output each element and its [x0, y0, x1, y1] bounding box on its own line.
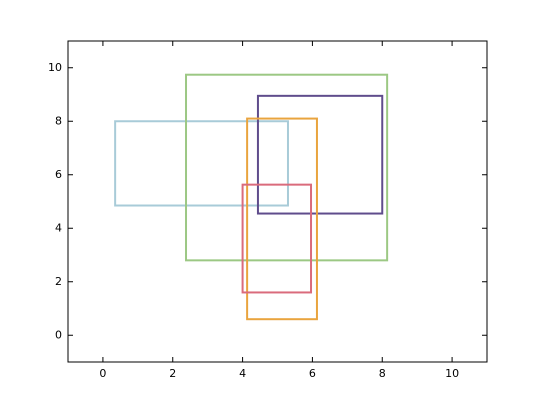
- x-tick-label: 0: [99, 367, 106, 380]
- rectangle: [241, 183, 313, 294]
- y-tick-label: 4: [55, 221, 62, 234]
- y-tick-label: 10: [48, 61, 62, 74]
- rectangle: [256, 94, 384, 215]
- x-tick-label: 6: [309, 367, 316, 380]
- x-tick-label: 10: [445, 367, 459, 380]
- rectangle: [185, 73, 389, 262]
- x-tick-label: 4: [239, 367, 246, 380]
- x-tick-label: 2: [169, 367, 176, 380]
- y-tick-label: 0: [55, 328, 62, 341]
- y-tick-label: 6: [55, 168, 62, 181]
- plot-frame: [67, 40, 488, 363]
- rectangle: [246, 117, 318, 321]
- y-tick-label: 8: [55, 114, 62, 127]
- y-tick-label: 2: [55, 275, 62, 288]
- rectangle: [114, 120, 289, 207]
- x-tick-label: 8: [379, 367, 386, 380]
